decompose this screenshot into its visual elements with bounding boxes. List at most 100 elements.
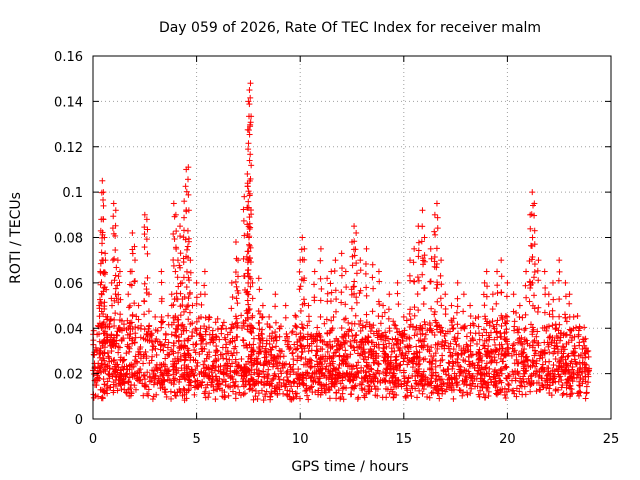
data-point [549,334,556,341]
data-point [200,361,207,368]
data-point [467,348,474,355]
data-point [432,378,439,385]
data-point [565,339,572,346]
data-point [174,274,181,281]
data-point [486,319,493,326]
data-point [255,332,262,339]
data-point [135,324,142,331]
data-point [347,338,354,345]
data-point [214,347,221,354]
data-point [454,279,461,286]
data-point [305,396,312,403]
data-point [531,212,538,219]
data-point [542,284,549,291]
data-point [104,313,111,320]
data-point [342,301,349,308]
data-point [464,391,471,398]
data-point [120,335,127,342]
data-point [342,268,349,275]
data-point [583,383,590,390]
data-point [110,389,117,396]
data-point [510,371,517,378]
data-point [386,325,393,332]
data-point [128,389,135,396]
data-point [400,313,407,320]
data-point [232,359,239,366]
data-point [539,375,546,382]
data-point [208,379,215,386]
data-point [246,226,253,233]
data-point [568,358,575,365]
data-point [569,378,576,385]
data-point [363,292,370,299]
data-point [531,337,538,344]
data-point [519,350,526,357]
data-point [566,291,573,298]
data-point [280,376,287,383]
data-point [338,272,345,279]
data-point [204,381,211,388]
data-point [324,275,331,282]
data-point [266,313,273,320]
data-point [186,373,193,380]
data-point [159,384,166,391]
data-point [311,297,318,304]
data-point [175,283,182,290]
data-point [140,371,147,378]
data-point [494,334,501,341]
data-point [498,273,505,280]
data-point [358,344,365,351]
data-point [420,300,427,307]
data-point [182,306,189,313]
data-point [126,348,133,355]
data-point [353,365,360,372]
data-point [513,356,520,363]
data-point [101,350,108,357]
data-point [330,313,337,320]
data-point [244,170,251,177]
data-point [510,341,517,348]
data-point [131,300,138,307]
data-point [422,331,429,338]
data-point [407,277,414,284]
data-point [355,394,362,401]
data-point [181,214,188,221]
data-point [284,373,291,380]
data-point [276,379,283,386]
data-point [149,353,156,360]
data-point [317,313,324,320]
data-point [339,333,346,340]
data-point [583,389,590,396]
data-point [244,183,251,190]
data-point [181,397,188,404]
data-point [456,387,463,394]
data-point [330,365,337,372]
data-point [389,375,396,382]
data-point [240,391,247,398]
data-point [128,361,135,368]
data-point [317,297,324,304]
data-point [236,389,243,396]
data-point [153,351,160,358]
data-point [406,324,413,331]
data-point [529,279,536,286]
data-point [112,366,119,373]
data-point [407,316,414,323]
data-point [170,371,177,378]
data-point [392,381,399,388]
data-point [442,311,449,318]
data-point [525,375,532,382]
data-point [570,371,577,378]
data-point [247,119,254,126]
data-point [117,367,124,374]
data-point [367,328,374,335]
data-point [277,348,284,355]
data-point [128,282,135,289]
data-point [98,279,105,286]
data-point [245,140,252,147]
data-point [113,374,120,381]
data-point [535,277,542,284]
data-point [301,245,308,252]
data-point [360,348,367,355]
